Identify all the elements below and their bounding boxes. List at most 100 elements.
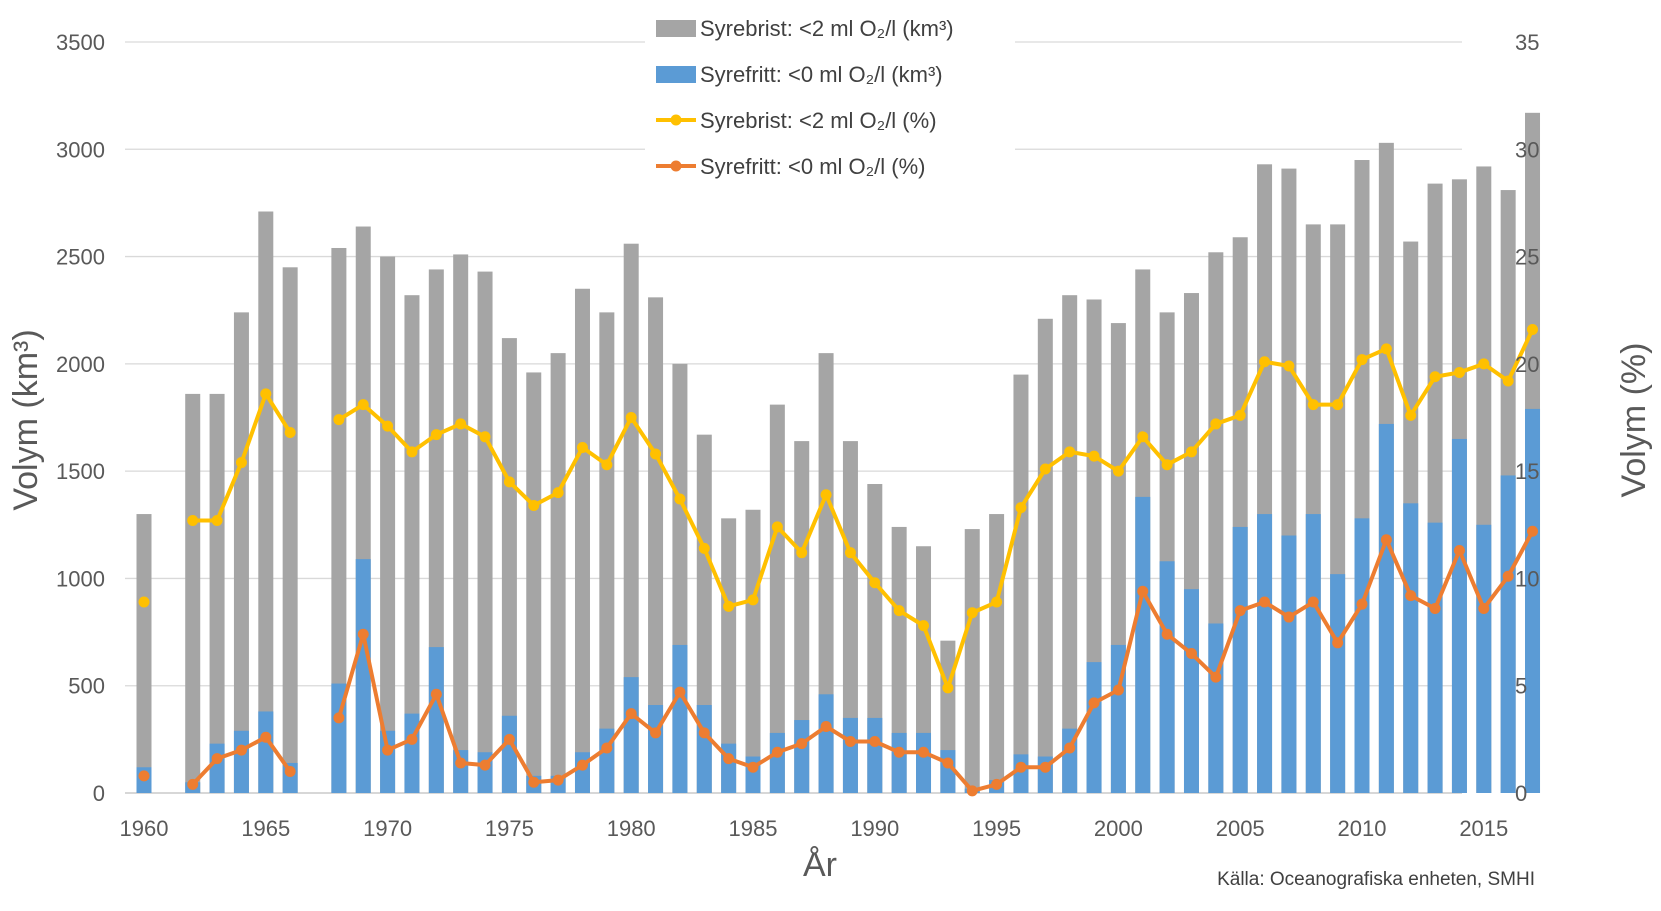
point-syrefritt-pct: [552, 774, 564, 786]
point-syrefritt-pct: [479, 759, 491, 771]
point-syrebrist-pct: [1283, 360, 1295, 372]
point-syrebrist-pct: [333, 414, 345, 426]
point-syrebrist-pct: [187, 514, 199, 526]
bar-syrefritt: [891, 732, 907, 793]
bar-syrefritt: [574, 752, 590, 793]
point-syrefritt-pct: [1210, 671, 1222, 683]
point-syrebrist-pct: [455, 418, 467, 430]
point-syrebrist-pct: [1064, 446, 1076, 458]
bar-syrefritt: [1476, 524, 1492, 793]
point-syrebrist-pct: [1356, 354, 1368, 366]
point-syrebrist-pct: [844, 547, 856, 559]
bar-syrebrist: [867, 484, 883, 793]
x-tick-label: 1965: [241, 816, 290, 841]
point-syrebrist-pct: [723, 600, 735, 612]
point-syrebrist-pct: [1332, 399, 1344, 411]
point-syrefritt-pct: [138, 770, 150, 782]
point-syrebrist-pct: [747, 594, 759, 606]
bar-syrefritt: [818, 694, 834, 793]
point-syrefritt-pct: [1088, 697, 1100, 709]
point-syrefritt-pct: [966, 785, 978, 797]
bar-syrefritt: [428, 647, 444, 793]
axes: 0 500 1000 1500 2000 2500 3000 3500 0 5 10 15 20 25 30…: [56, 30, 1539, 841]
point-syrebrist-pct: [1502, 375, 1514, 387]
point-syrefritt-pct: [991, 778, 1003, 790]
point-syrebrist-pct: [406, 446, 418, 458]
bar-syrebrist: [916, 546, 932, 793]
point-syrefritt-pct: [796, 738, 808, 750]
point-syrefritt-pct: [284, 766, 296, 778]
source-note: Källa: Oceanografiska enheten, SMHI: [1217, 869, 1535, 890]
point-syrefritt-pct: [1234, 605, 1246, 617]
point-syrefritt-pct: [844, 736, 856, 748]
point-syrebrist-pct: [1161, 459, 1173, 471]
bar-syrebrist: [185, 393, 201, 793]
point-syrebrist-pct: [1259, 356, 1271, 368]
point-syrebrist-pct: [966, 607, 978, 619]
legend-background: [645, 8, 1015, 183]
point-syrefritt-pct: [333, 712, 345, 724]
point-syrefritt-pct: [942, 757, 954, 769]
bar-syrefritt: [623, 677, 639, 793]
line-syrebrist-pct: [336, 327, 1535, 690]
point-syrefritt-pct: [747, 761, 759, 773]
point-syrebrist-pct: [820, 489, 832, 501]
point-syrebrist-pct: [1137, 431, 1149, 443]
point-syrefritt-pct: [869, 736, 881, 748]
bar-syrefritt: [258, 711, 274, 793]
lines: [138, 324, 1539, 797]
bar-syrefritt: [769, 732, 785, 793]
x-tick-label: 2000: [1094, 816, 1143, 841]
y-right-tick-label: 10: [1515, 566, 1539, 591]
point-syrefritt-pct: [1405, 590, 1417, 602]
point-syrebrist-pct: [893, 605, 905, 617]
bar-syrefritt: [209, 743, 225, 793]
point-syrefritt-pct: [1064, 742, 1076, 754]
bar-syrebrist: [599, 312, 615, 793]
point-syrefritt-pct: [187, 778, 199, 790]
point-syrebrist-pct: [869, 577, 881, 589]
legend-label: Syrefritt: <0 ml O₂/l (km³): [700, 62, 943, 87]
point-syrefritt-pct: [1112, 684, 1124, 696]
point-syrefritt-pct: [1356, 598, 1368, 610]
point-syrefritt-pct: [235, 744, 247, 756]
point-syrebrist-pct: [357, 399, 369, 411]
bar-syrefritt: [1330, 574, 1346, 793]
y-left-tick-label: 3000: [56, 137, 105, 162]
point-syrebrist-pct: [138, 596, 150, 608]
y-left-tick-label: 1000: [56, 566, 105, 591]
point-syrebrist-pct: [1380, 343, 1392, 355]
bar-syrebrist: [1013, 374, 1029, 793]
point-syrefritt-pct: [820, 720, 832, 732]
point-syrefritt-pct: [1137, 585, 1149, 597]
point-syrebrist-pct: [674, 493, 686, 505]
point-syrefritt-pct: [1429, 602, 1441, 614]
bar-syrebrist: [964, 529, 980, 793]
legend-swatch: [656, 20, 696, 37]
point-syrebrist-pct: [211, 514, 223, 526]
bar-syrefritt: [916, 732, 932, 793]
bar-syrefritt: [696, 705, 712, 793]
point-syrefritt-pct: [918, 746, 930, 758]
point-syrebrist-pct: [503, 476, 515, 488]
x-tick-label: 1970: [363, 816, 412, 841]
point-syrebrist-pct: [260, 388, 272, 400]
y-axis-left-title: Volym (km³): [7, 329, 45, 510]
bar-syrefritt: [1451, 438, 1467, 793]
point-syrebrist-pct: [430, 429, 442, 441]
bar-syrefritt: [1378, 423, 1394, 793]
point-syrefritt-pct: [1380, 534, 1392, 546]
legend-label: Syrebrist: <2 ml O₂/l (km³): [700, 16, 954, 41]
y-left-tick-label: 1500: [56, 459, 105, 484]
y-right-tick-label: 15: [1515, 459, 1539, 484]
point-syrefritt-pct: [260, 731, 272, 743]
bar-syrebrist: [526, 372, 542, 793]
bar-syrefritt: [1403, 503, 1419, 793]
x-tick-label: 1985: [729, 816, 778, 841]
point-syrebrist-pct: [552, 487, 564, 499]
point-syrefritt-pct: [1453, 545, 1465, 557]
bar-syrefritt: [1427, 522, 1443, 793]
point-syrebrist-pct: [601, 459, 613, 471]
bar-syrebrist: [233, 312, 249, 793]
